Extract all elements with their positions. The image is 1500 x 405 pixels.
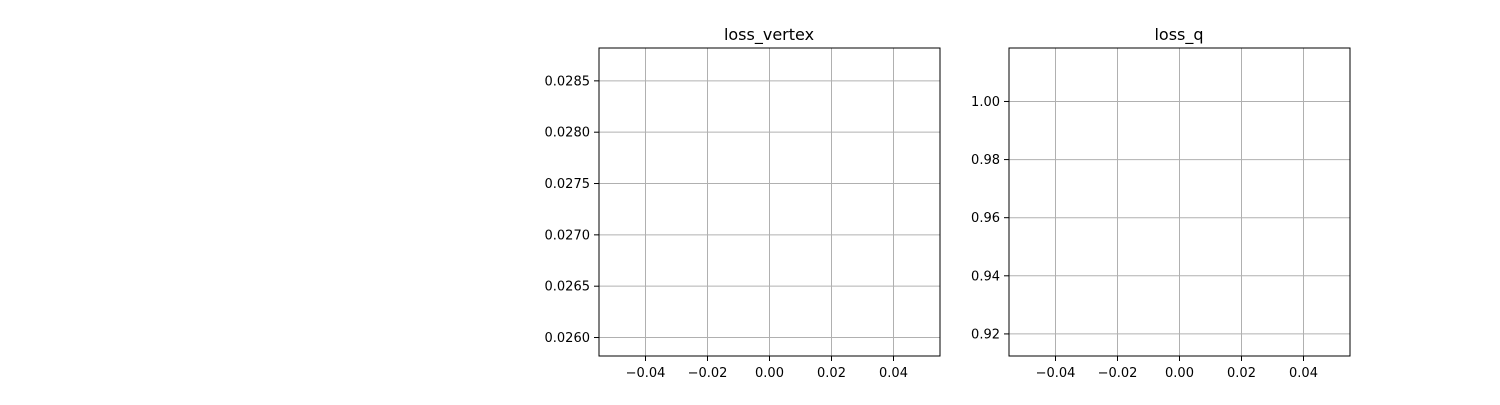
x-tick-label: 0.00	[1165, 366, 1194, 381]
y-tick-label: 0.0280	[545, 126, 591, 141]
chart-loss-q: loss_q −0.04 −0.02 0.00 0.02 0.04 0.92 0.94 0.9…	[971, 25, 1351, 381]
chart-title: loss_vertex	[724, 25, 814, 45]
y-tick-label: 0.98	[971, 153, 1000, 168]
x-tick-label: −0.04	[626, 366, 666, 381]
y-tick-label: 0.92	[971, 327, 1000, 342]
x-tick-label: 0.02	[817, 366, 846, 381]
y-tick-label: 0.94	[971, 269, 1000, 284]
chart-loss-vertex: loss_vertex −0.04 −0.02 0.00 0.02 0.04 0.0260…	[545, 25, 941, 381]
x-tick-label: 0.04	[1289, 366, 1318, 381]
x-tick-label: −0.02	[1098, 366, 1138, 381]
y-tick-label: 0.0275	[545, 177, 591, 192]
x-tick-label: 0.00	[755, 366, 784, 381]
x-tick-label: 0.02	[1227, 366, 1256, 381]
y-tick-label: 0.0285	[545, 74, 591, 89]
y-tick-label: 0.96	[971, 211, 1000, 226]
y-tick-label: 0.0270	[545, 228, 591, 243]
chart-title: loss_q	[1154, 25, 1203, 45]
y-tick-label: 1.00	[971, 95, 1000, 110]
x-tick-label: 0.04	[879, 366, 908, 381]
x-tick-label: −0.04	[1036, 366, 1076, 381]
x-tick-label: −0.02	[688, 366, 728, 381]
y-tick-label: 0.0265	[545, 280, 591, 295]
y-tick-label: 0.0260	[545, 331, 591, 346]
